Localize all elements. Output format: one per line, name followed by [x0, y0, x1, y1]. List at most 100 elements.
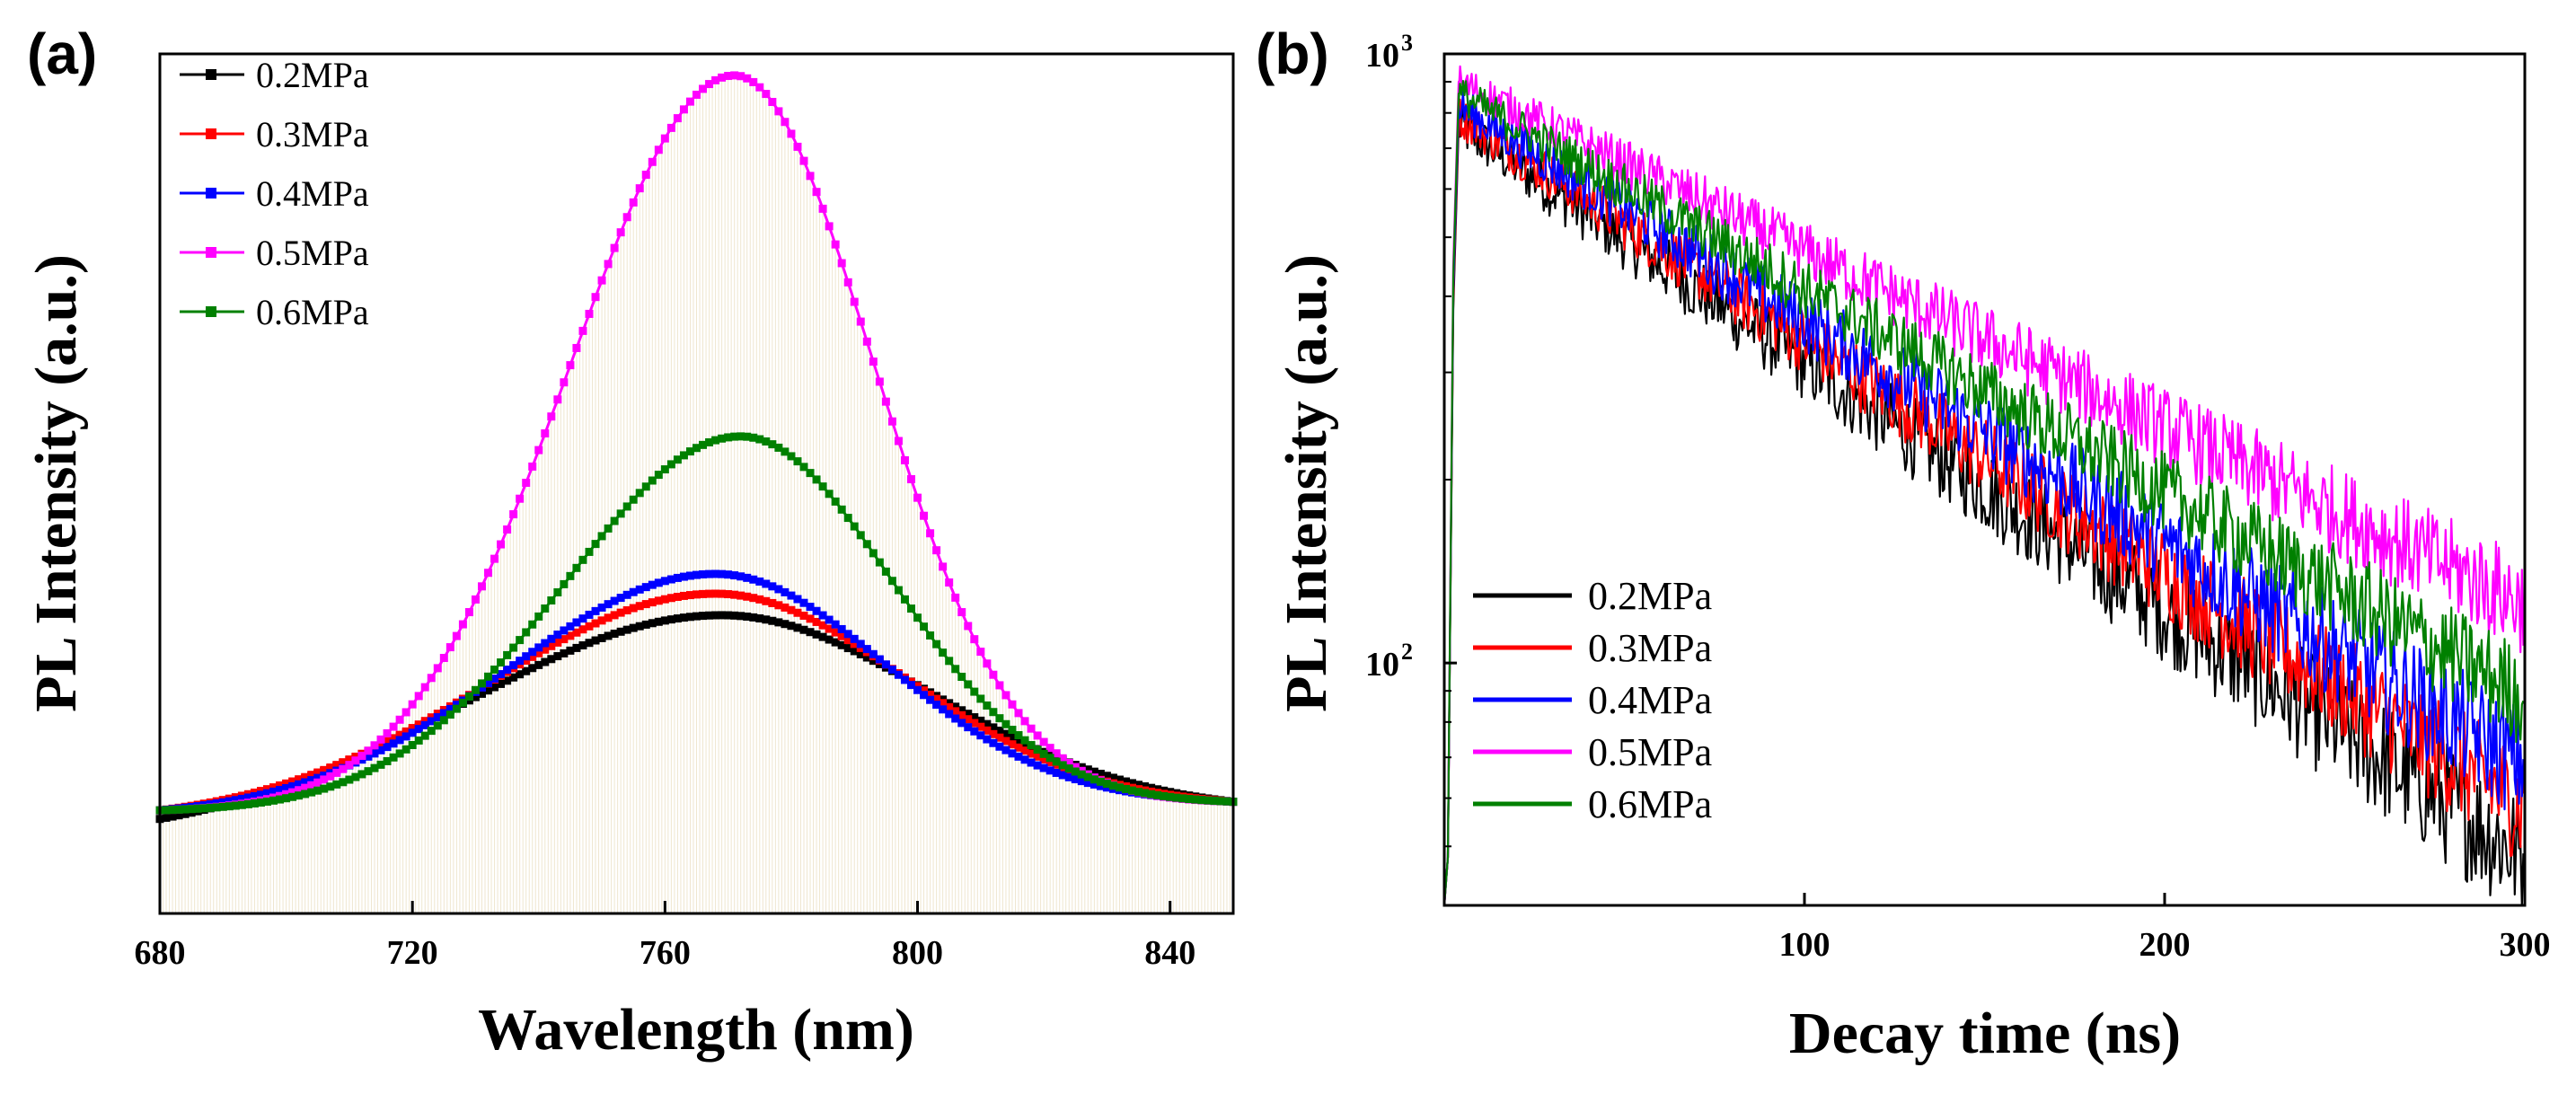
- panel-a-marker: [755, 595, 764, 604]
- panel-a-marker: [693, 444, 701, 453]
- panel-a-marker: [1058, 754, 1067, 763]
- panel-a-marker: [1128, 786, 1137, 795]
- panel-a-marker: [743, 432, 752, 441]
- panel-a-marker: [685, 571, 694, 580]
- panel-a-marker: [1020, 755, 1029, 764]
- panel-a-marker: [1008, 700, 1017, 709]
- panel-a-marker: [1039, 737, 1048, 746]
- panel-a-marker: [370, 741, 379, 750]
- panel-a-marker: [887, 666, 896, 675]
- panel-a-marker: [1115, 783, 1124, 792]
- panel-a-marker: [673, 573, 682, 582]
- panel-a-marker: [693, 590, 701, 599]
- panel-a-marker: [547, 412, 556, 421]
- panel-a-marker: [755, 577, 764, 586]
- panel-a-marker: [737, 432, 745, 441]
- panel-a-marker: [762, 579, 771, 588]
- panel-a-marker: [313, 768, 322, 777]
- panel-a-marker: [976, 722, 985, 731]
- panel-a-marker: [907, 475, 915, 484]
- panel-a-marker: [660, 616, 669, 625]
- panel-a-marker: [591, 606, 600, 615]
- panel-a-legend-swatch-marker: [206, 247, 216, 258]
- panel-a-marker: [1014, 736, 1023, 745]
- panel-a-marker: [1033, 761, 1042, 770]
- panel-a-marker: [427, 727, 436, 736]
- panel-a-marker: [755, 435, 764, 444]
- panel-a-marker: [484, 672, 493, 681]
- panel-a-marker: [894, 586, 903, 595]
- panel-a-marker: [288, 781, 297, 790]
- panel-a-marker: [1077, 770, 1086, 779]
- panel-a-marker: [983, 719, 992, 728]
- panel-a-marker: [478, 679, 486, 688]
- panel-a-marker: [389, 753, 398, 762]
- panel-a-marker: [1090, 767, 1098, 776]
- panel-a-marker: [276, 795, 285, 804]
- panel-a-marker: [1027, 741, 1036, 750]
- panel-a-marker: [1008, 740, 1017, 749]
- panel-a-marker: [926, 690, 935, 699]
- panel-a-legend-item: 0.6MPa: [180, 292, 369, 332]
- panel-a-marker: [1020, 746, 1029, 755]
- panel-a-marker: [541, 645, 550, 654]
- panel-a-marker: [597, 616, 606, 625]
- panel-a-marker: [534, 648, 543, 657]
- panel-a-marker: [737, 572, 745, 581]
- panel-a-marker: [541, 604, 550, 613]
- panel-a-marker: [408, 700, 417, 709]
- panel-a-marker: [666, 615, 675, 624]
- panel-b-legend: 0.2MPa 0.3MPa 0.4MPa 0.5MPa 0.6MPa: [1473, 574, 1712, 826]
- panel-b-y-tick-label: 10: [1365, 646, 1399, 684]
- panel-a-marker: [666, 594, 675, 603]
- panel-a-marker: [685, 447, 694, 456]
- panel-a-marker: [414, 725, 423, 734]
- panel-a-marker: [452, 704, 461, 713]
- panel-a-marker: [926, 695, 935, 704]
- panel-a-legend-swatch-marker: [206, 188, 216, 199]
- panel-a-marker: [749, 575, 758, 584]
- panel-a-marker: [869, 549, 878, 558]
- panel-a-marker: [212, 803, 221, 812]
- panel-a-marker: [395, 736, 404, 745]
- panel-a-marker: [737, 591, 745, 600]
- panel-a-marker: [654, 596, 663, 605]
- panel-a-marker: [547, 634, 556, 643]
- panel-a-marker: [408, 741, 417, 750]
- panel-a-marker: [730, 611, 739, 620]
- panel-a-marker: [1153, 790, 1162, 799]
- panel-a-marker: [484, 678, 493, 687]
- panel-a-marker: [458, 698, 467, 707]
- panel-a-marker: [528, 620, 537, 629]
- panel-a-marker: [1001, 729, 1010, 738]
- panel-a-marker: [629, 587, 638, 596]
- panel-a-marker: [585, 547, 594, 556]
- panel-a-marker: [983, 659, 992, 668]
- panel-a-marker: [781, 603, 790, 612]
- panel-a-marker: [578, 614, 587, 623]
- panel-a-marker: [939, 705, 948, 714]
- panel-a-marker: [484, 686, 493, 695]
- panel-a-marker: [818, 611, 827, 620]
- panel-a-marker: [781, 620, 790, 629]
- panel-a-marker: [1102, 780, 1111, 789]
- panel-a-marker: [749, 433, 758, 442]
- panel-a-marker: [629, 604, 638, 613]
- panel-a-marker: [843, 630, 852, 639]
- panel-a-marker: [1014, 752, 1023, 761]
- panel-a-series-group: [155, 71, 1238, 824]
- panel-a-marker: [345, 755, 354, 764]
- panel-a-marker: [497, 658, 506, 667]
- panel-a-marker: [616, 509, 625, 518]
- panel-a-marker: [875, 655, 884, 664]
- panel-a-marker: [737, 612, 745, 621]
- panel-a-marker: [395, 749, 404, 758]
- panel-a-marker: [699, 569, 708, 578]
- panel-a-legend-label: 0.3MPa: [256, 114, 369, 154]
- panel-a-marker: [1115, 775, 1124, 784]
- panel-a-marker: [806, 603, 815, 612]
- panel-a-marker: [693, 90, 701, 99]
- panel-a-marker: [957, 719, 966, 728]
- panel-a-marker: [641, 171, 650, 180]
- panel-a-marker: [799, 598, 808, 607]
